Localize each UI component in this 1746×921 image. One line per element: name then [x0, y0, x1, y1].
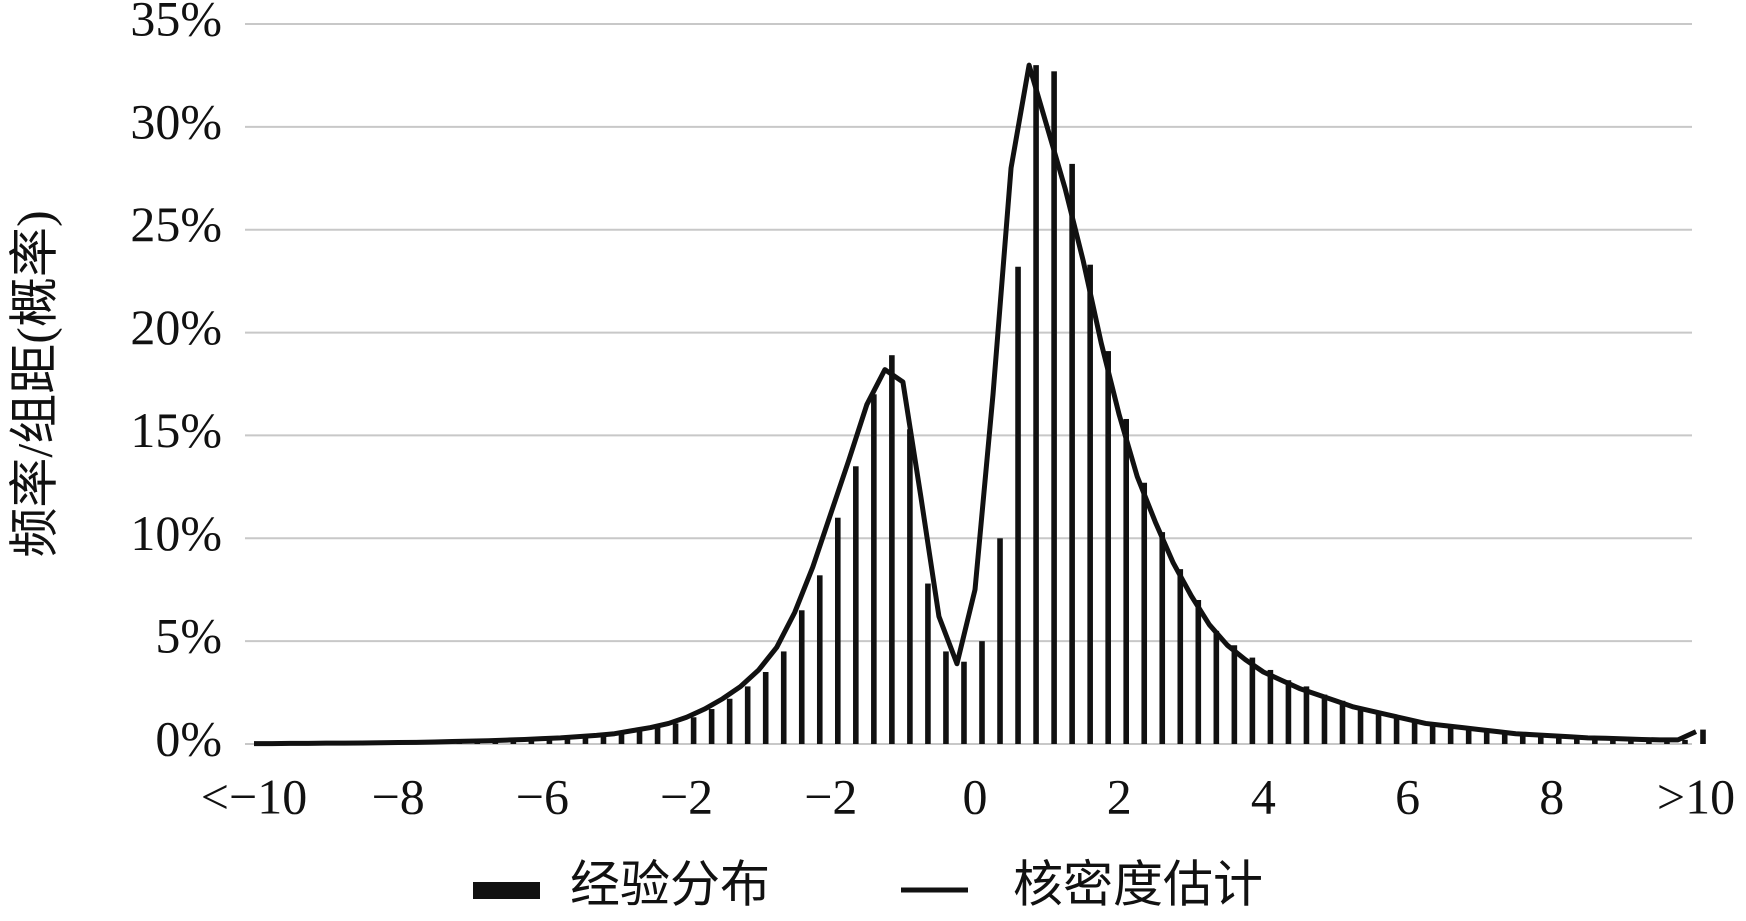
x-tick-label: 2 [1107, 768, 1132, 824]
bar [1015, 266, 1021, 744]
x-tick-label: 0 [963, 768, 988, 824]
bar [1357, 706, 1364, 744]
bar [1447, 725, 1454, 744]
bar [1700, 729, 1706, 744]
bar [1069, 163, 1075, 744]
bar [1033, 65, 1039, 744]
bar [654, 727, 661, 744]
bar [1177, 569, 1184, 744]
bar [1213, 630, 1220, 744]
kde-line [254, 62, 1698, 747]
bar [798, 610, 805, 744]
bar [1285, 680, 1292, 744]
bar [961, 661, 967, 744]
bar [979, 641, 985, 744]
bar [1267, 669, 1274, 744]
x-tick-label: −2 [660, 768, 713, 824]
bar [780, 651, 787, 744]
y-tick-label: 25% [130, 196, 222, 252]
y-tick-label: 15% [130, 402, 222, 458]
bar [1411, 719, 1418, 744]
bar [835, 517, 841, 744]
bar [1483, 729, 1490, 744]
bar [636, 730, 643, 744]
x-tick-label: 8 [1539, 768, 1564, 824]
bar [1682, 739, 1688, 744]
bar [1051, 71, 1057, 745]
bar [997, 538, 1003, 744]
bar [943, 651, 949, 744]
bar [1610, 738, 1616, 744]
legend-label: 经验分布 [570, 856, 770, 912]
legend-label: 核密度估计 [1013, 856, 1263, 912]
bar [1231, 645, 1238, 744]
bar [853, 466, 859, 744]
x-tick-label: −6 [516, 768, 569, 824]
bar [907, 429, 913, 744]
bar [1339, 700, 1346, 744]
bar [1592, 737, 1598, 744]
bar [546, 738, 553, 744]
bar [690, 717, 697, 744]
legend-swatch [473, 882, 540, 899]
bar [1465, 727, 1472, 744]
y-tick-label: 20% [130, 299, 222, 355]
bar [564, 737, 571, 744]
bar [1141, 482, 1148, 744]
y-tick-label: 30% [130, 93, 222, 149]
bar [1556, 735, 1562, 744]
bar [744, 686, 751, 744]
bar [1159, 532, 1166, 744]
bar [1537, 734, 1544, 744]
bar [1375, 711, 1382, 744]
x-tick-label: <−10 [201, 768, 307, 824]
x-tick-label: −2 [804, 768, 857, 824]
x-tick-label: 4 [1251, 768, 1276, 824]
y-axis-label: 频率/组距(概率) [6, 210, 62, 557]
bar [708, 709, 715, 744]
bar [726, 698, 733, 744]
bar [1123, 418, 1129, 744]
bar [1105, 351, 1111, 744]
bar [1501, 731, 1508, 744]
y-tick-label: 0% [155, 710, 222, 766]
bar [925, 583, 931, 744]
bar [1429, 723, 1436, 744]
bar [1519, 733, 1526, 744]
bar [600, 735, 607, 744]
bar [871, 394, 877, 744]
bar [816, 575, 823, 744]
bar [762, 672, 769, 744]
bar [582, 736, 589, 744]
y-tick-label: 35% [130, 0, 222, 46]
y-tick-label: 10% [130, 505, 222, 561]
legend: 经验分布 核密度估计 [473, 856, 1263, 912]
bar [1574, 736, 1580, 744]
bar [1195, 600, 1202, 744]
y-tick-label: 5% [155, 608, 222, 664]
x-tick-label: −8 [372, 768, 425, 824]
x-tick-label: 6 [1395, 768, 1420, 824]
bar [1087, 264, 1093, 744]
bar [528, 739, 535, 744]
bar [889, 355, 895, 744]
bar [618, 733, 625, 744]
bar [1321, 694, 1328, 744]
bar [1249, 657, 1256, 744]
bar [1393, 715, 1400, 744]
bar [1303, 686, 1310, 744]
x-tick-label: >10 [1657, 768, 1735, 824]
bar [672, 723, 679, 744]
